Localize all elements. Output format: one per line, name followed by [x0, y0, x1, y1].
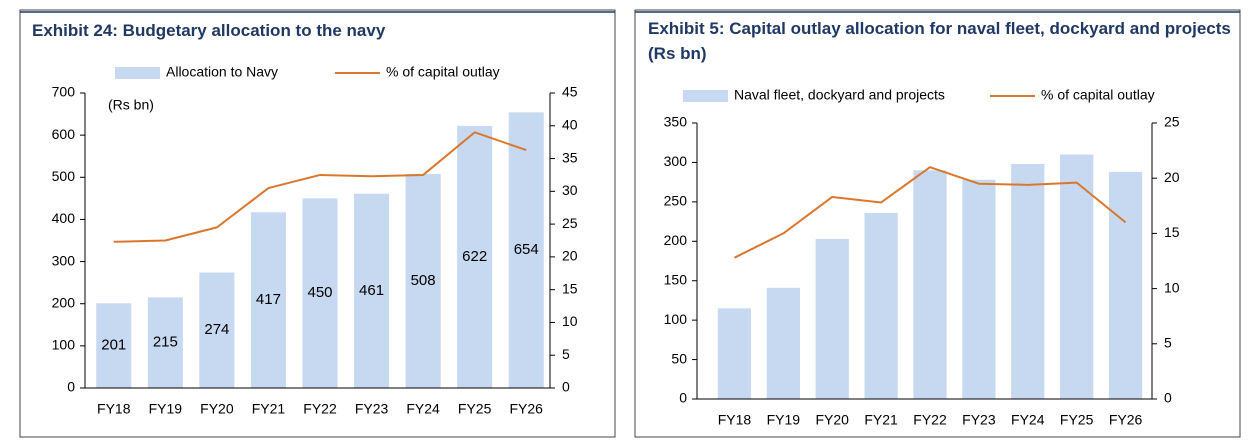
y2-tick-label: 15	[562, 280, 578, 296]
chart-title: Exhibit 24: Budgetary allocation to the …	[32, 21, 386, 40]
y2-tick-label: 25	[562, 215, 578, 231]
legend-label: % of capital outlay	[386, 64, 500, 80]
y2-tick-label: 40	[562, 116, 578, 132]
y-tick-label: 250	[664, 193, 688, 209]
x-tick-label: FY26	[1109, 412, 1143, 428]
y2-tick-label: 45	[562, 84, 578, 100]
bar	[508, 112, 544, 388]
y-tick-label: 300	[664, 153, 688, 169]
x-tick-label: FY23	[962, 412, 996, 428]
bar	[199, 272, 235, 388]
data-label: 450	[307, 284, 332, 301]
y2-tick-label: 10	[1164, 279, 1180, 295]
bar	[913, 170, 947, 399]
data-label: 622	[462, 248, 487, 265]
y-tick-label: 50	[671, 350, 687, 366]
bar	[354, 193, 390, 388]
y-tick-label: 400	[52, 210, 76, 226]
x-tick-label: FY19	[767, 412, 801, 428]
y2-tick-label: 15	[1164, 224, 1180, 240]
data-label: 215	[153, 334, 178, 351]
bar	[302, 198, 338, 388]
y2-tick-label: 10	[562, 313, 578, 329]
bar	[962, 179, 996, 399]
bar	[457, 125, 493, 388]
bar	[766, 287, 800, 399]
x-tick-label: FY25	[458, 401, 492, 417]
x-tick-label: FY18	[97, 401, 131, 417]
data-label: 508	[411, 272, 436, 289]
data-label: 654	[514, 241, 539, 258]
line-series	[733, 166, 1127, 259]
y2-tick-label: 20	[1164, 169, 1180, 185]
y2-tick-label: 5	[1164, 335, 1172, 351]
y2-tick-label: 35	[562, 149, 578, 165]
y2-tick-label: 20	[562, 248, 578, 264]
x-tick-label: FY26	[509, 401, 543, 417]
x-tick-label: FY24	[406, 401, 440, 417]
y2-tick-label: 5	[562, 346, 570, 362]
y-tick-label: 0	[67, 379, 75, 395]
data-label: 201	[101, 337, 126, 354]
bar	[96, 303, 132, 388]
y-tick-label: 500	[52, 168, 76, 184]
data-label: 274	[204, 321, 229, 338]
bar	[147, 297, 183, 388]
x-tick-label: FY20	[200, 401, 234, 417]
y-tick-label: 100	[664, 311, 688, 327]
y-tick-label: 150	[664, 271, 688, 287]
y-tick-label: 700	[52, 84, 76, 100]
x-tick-label: FY21	[252, 401, 286, 417]
x-tick-label: FY25	[1060, 412, 1094, 428]
legend-swatch	[683, 90, 728, 102]
x-tick-label: FY24	[1011, 412, 1045, 428]
y-tick-label: 350	[664, 114, 688, 130]
chart-title: Exhibit 5: Capital outlay allocation for…	[648, 19, 1231, 63]
y-tick-label: 0	[679, 390, 687, 406]
x-tick-label: FY23	[355, 401, 389, 417]
bar	[405, 173, 441, 388]
panel-border	[19, 9, 616, 438]
y2-tick-label: 30	[562, 182, 578, 198]
legend-label: Allocation to Navy	[166, 64, 278, 80]
bar	[1011, 164, 1045, 399]
bar	[1060, 154, 1094, 399]
bar	[1108, 171, 1143, 399]
y-tick-label: 200	[664, 232, 688, 248]
legend-swatch	[115, 67, 160, 79]
y2-tick-label: 25	[1164, 114, 1180, 130]
legend-label: Naval fleet, dockyard and projects	[734, 87, 945, 103]
y2-tick-label: 0	[1164, 390, 1172, 406]
bar	[815, 238, 849, 399]
bar	[717, 308, 752, 399]
legend-label: % of capital outlay	[1041, 87, 1155, 103]
x-tick-label: FY20	[815, 412, 849, 428]
x-tick-label: FY22	[913, 412, 947, 428]
y-tick-label: 300	[52, 252, 76, 268]
data-label: 461	[359, 282, 384, 299]
line-series	[113, 131, 527, 243]
y2-tick-label: 0	[562, 379, 570, 395]
y-tick-label: 200	[52, 294, 76, 310]
bar	[250, 212, 286, 388]
panel-border	[634, 9, 1241, 438]
x-tick-label: FY22	[303, 401, 337, 417]
data-label: 417	[256, 291, 281, 308]
annotation: (Rs bn)	[108, 97, 154, 113]
x-tick-label: FY19	[149, 401, 183, 417]
bar	[864, 212, 898, 399]
x-tick-label: FY21	[864, 412, 898, 428]
y-tick-label: 100	[52, 337, 76, 353]
x-tick-label: FY18	[718, 412, 752, 428]
y-tick-label: 600	[52, 126, 76, 142]
